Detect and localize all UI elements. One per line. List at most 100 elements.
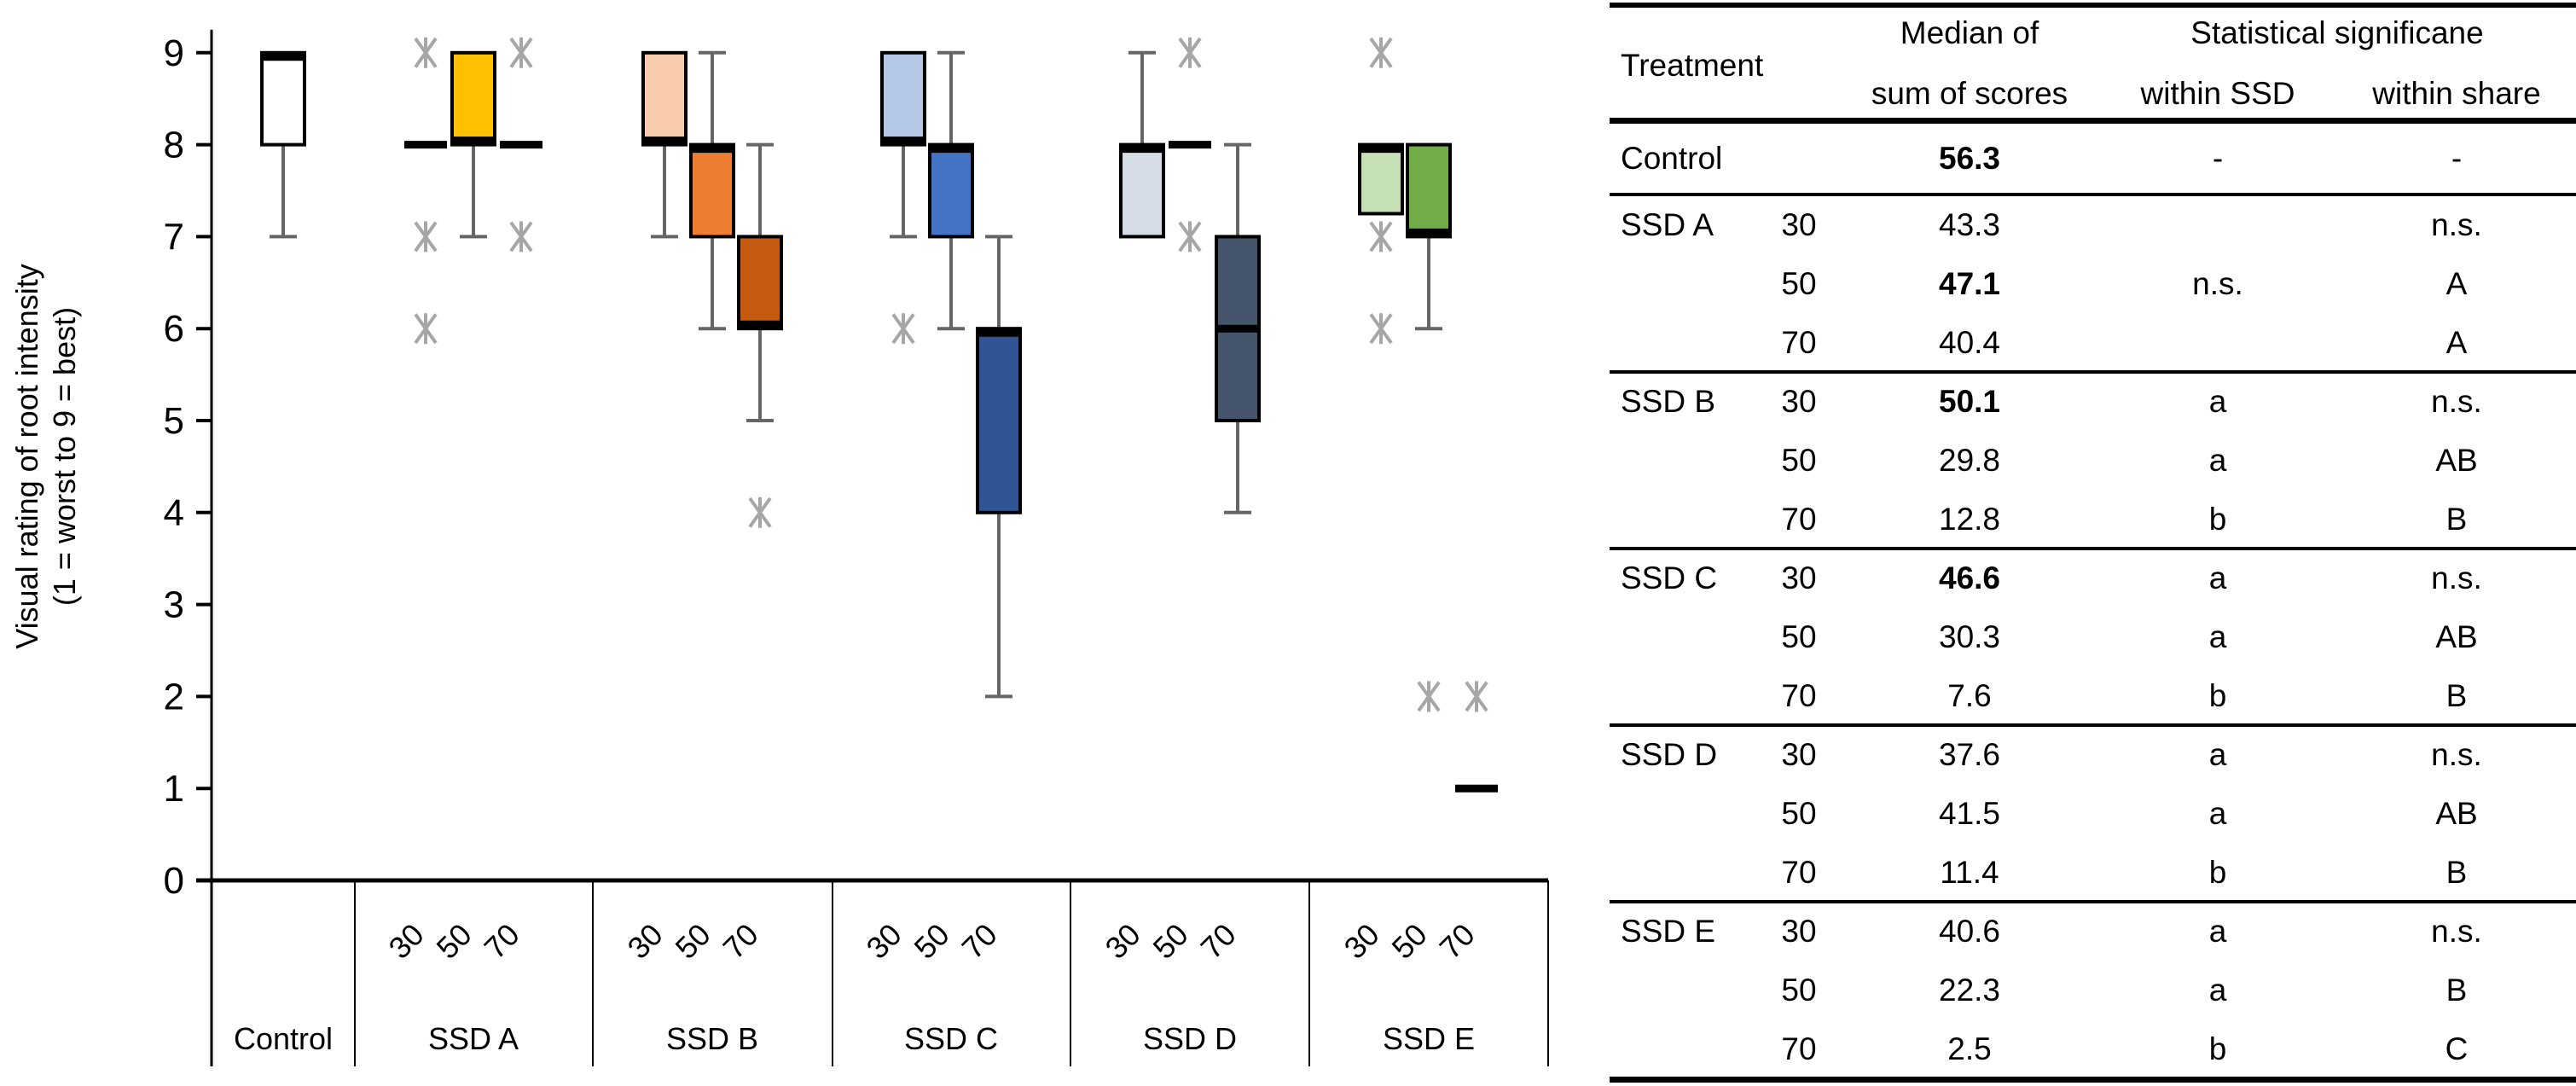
box-iqr — [260, 50, 306, 147]
group-rule — [1610, 723, 2576, 727]
dose-tick-label: 30 — [1337, 917, 1386, 966]
outlier-marker — [414, 221, 438, 253]
outlier-marker — [1178, 37, 1202, 68]
y-tick-label: 7 — [164, 216, 184, 258]
box-ssd-a-70 — [500, 37, 542, 253]
box-ssd-c-50 — [928, 50, 974, 331]
group-rule — [1610, 370, 2576, 374]
dose-tick-label: 70 — [955, 917, 1004, 966]
header-within-ssd: within SSD — [2140, 76, 2295, 111]
y-axis-title-line1: Visual rating of root intensity — [9, 264, 44, 649]
median-cell: 12.8 — [1938, 502, 2001, 537]
box-ssd-b-50 — [689, 50, 735, 331]
header-median-line1: Median of — [1900, 15, 2039, 50]
group-name: SSD B — [1621, 384, 1716, 419]
control-within-share: - — [2451, 141, 2463, 176]
within-ssd-cell: b — [2208, 1031, 2227, 1066]
category-label: SSD E — [1383, 1021, 1475, 1056]
dose-cell: 30 — [1781, 207, 1817, 242]
median-cell: 7.6 — [1947, 678, 1992, 713]
median-cell: 37.6 — [1938, 737, 2001, 772]
category-label: Control — [234, 1021, 333, 1056]
category-label: SSD A — [428, 1021, 519, 1056]
dose-tick-label: 50 — [669, 917, 717, 966]
dose-tick-label: 30 — [860, 917, 908, 966]
dose-cell: 30 — [1781, 384, 1817, 419]
median-cell: 47.1 — [1938, 266, 2001, 301]
dose-cell: 50 — [1781, 973, 1817, 1008]
table-bottom-rule — [1610, 1077, 2576, 1083]
dose-tick-label: 30 — [621, 917, 670, 966]
within-share-cell: C — [2445, 1031, 2469, 1066]
group-name: SSD C — [1621, 560, 1718, 595]
dose-tick-label: 70 — [717, 917, 765, 966]
control-within-ssd: - — [2212, 141, 2224, 176]
dose-tick-label: 70 — [1433, 917, 1482, 966]
within-ssd-cell: a — [2208, 443, 2227, 478]
box-iqr — [737, 235, 783, 331]
within-ssd-cell: a — [2208, 973, 2227, 1008]
dose-cell: 50 — [1781, 443, 1817, 478]
outlier-marker — [1417, 681, 1441, 712]
control-median: 56.3 — [1938, 141, 2001, 176]
within-share-cell: n.s. — [2431, 560, 2482, 595]
header-bottom-rule — [1610, 118, 2576, 124]
median-cell: 29.8 — [1938, 443, 2001, 478]
dose-cell: 30 — [1781, 737, 1817, 772]
dose-tick-label: 30 — [1099, 917, 1147, 966]
y-tick-label: 1 — [164, 768, 184, 810]
within-ssd-cell: a — [2208, 619, 2227, 654]
outlier-marker — [1369, 37, 1393, 68]
dose-cell: 70 — [1781, 1031, 1817, 1066]
box-iqr — [1358, 142, 1404, 216]
median-cell: 22.3 — [1938, 973, 2001, 1008]
dose-cell: 30 — [1781, 914, 1817, 949]
y-tick-label: 3 — [164, 584, 184, 626]
box-ssd-b-30 — [641, 50, 688, 239]
box-iqr — [689, 142, 735, 239]
group-name: SSD D — [1621, 737, 1718, 772]
group-name: SSD A — [1621, 207, 1714, 242]
box-iqr — [1119, 142, 1165, 239]
box-iqr — [641, 50, 688, 147]
within-ssd-cell: a — [2208, 737, 2227, 772]
median-cell: 43.3 — [1938, 207, 2001, 242]
box-ssd-e-50 — [1406, 142, 1452, 712]
y-tick-label: 0 — [164, 860, 184, 902]
within-share-cell: B — [2445, 855, 2468, 890]
outlier-marker — [1369, 313, 1393, 345]
within-share-cell: A — [2445, 266, 2468, 301]
within-share-cell: AB — [2435, 796, 2478, 831]
box-ssd-e-30 — [1358, 37, 1404, 345]
box-iqr — [976, 327, 1022, 514]
header-within-share: within share — [2372, 76, 2541, 111]
header-treatment: Treatment — [1621, 48, 1764, 83]
median-cell: 40.4 — [1938, 325, 2001, 360]
control-name: Control — [1621, 141, 1723, 176]
box-ssd-e-70 — [1455, 681, 1498, 793]
y-tick-label: 8 — [164, 125, 184, 166]
group-name: SSD E — [1621, 914, 1716, 949]
median-cell: 40.6 — [1938, 914, 2001, 949]
within-ssd-cell: b — [2208, 855, 2227, 890]
group-rule — [1610, 193, 2576, 196]
within-share-cell: B — [2445, 678, 2468, 713]
dose-cell: 50 — [1781, 796, 1817, 831]
within-ssd-cell: a — [2208, 796, 2227, 831]
dose-tick-label: 50 — [908, 917, 956, 966]
header-median-line2: sum of scores — [1871, 76, 2068, 111]
dose-cell: 70 — [1781, 678, 1817, 713]
results-table: Treatment Median of sum of scores Statistic… — [1610, 0, 2576, 1086]
within-share-cell: B — [2445, 502, 2468, 537]
outlier-marker — [509, 221, 533, 253]
y-tick-label: 2 — [164, 676, 184, 717]
outlier-marker — [414, 37, 438, 68]
box-iqr — [880, 50, 926, 147]
box-ssd-b-70 — [737, 142, 783, 528]
dose-tick-label: 70 — [1194, 917, 1243, 966]
outlier-marker — [509, 37, 533, 68]
dose-cell: 30 — [1781, 560, 1817, 595]
boxplot-chart: Visual rating of root intensity (1 = wor… — [9, 29, 1549, 1066]
dose-tick-label: 70 — [478, 917, 526, 966]
outlier-marker — [891, 313, 915, 345]
